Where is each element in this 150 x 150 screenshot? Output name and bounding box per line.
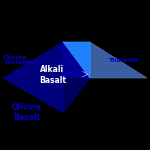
Text: Olivine
Tholeiite: Olivine Tholeiite xyxy=(3,55,34,65)
Polygon shape xyxy=(90,42,147,78)
Text: Alkali
Basalt: Alkali Basalt xyxy=(39,65,66,85)
Text: Olivine
Basalt: Olivine Basalt xyxy=(12,103,42,122)
Polygon shape xyxy=(63,78,90,112)
Polygon shape xyxy=(3,42,63,112)
Polygon shape xyxy=(63,42,90,78)
Polygon shape xyxy=(63,42,90,112)
Text: Tholeiite: Tholeiite xyxy=(108,57,138,63)
